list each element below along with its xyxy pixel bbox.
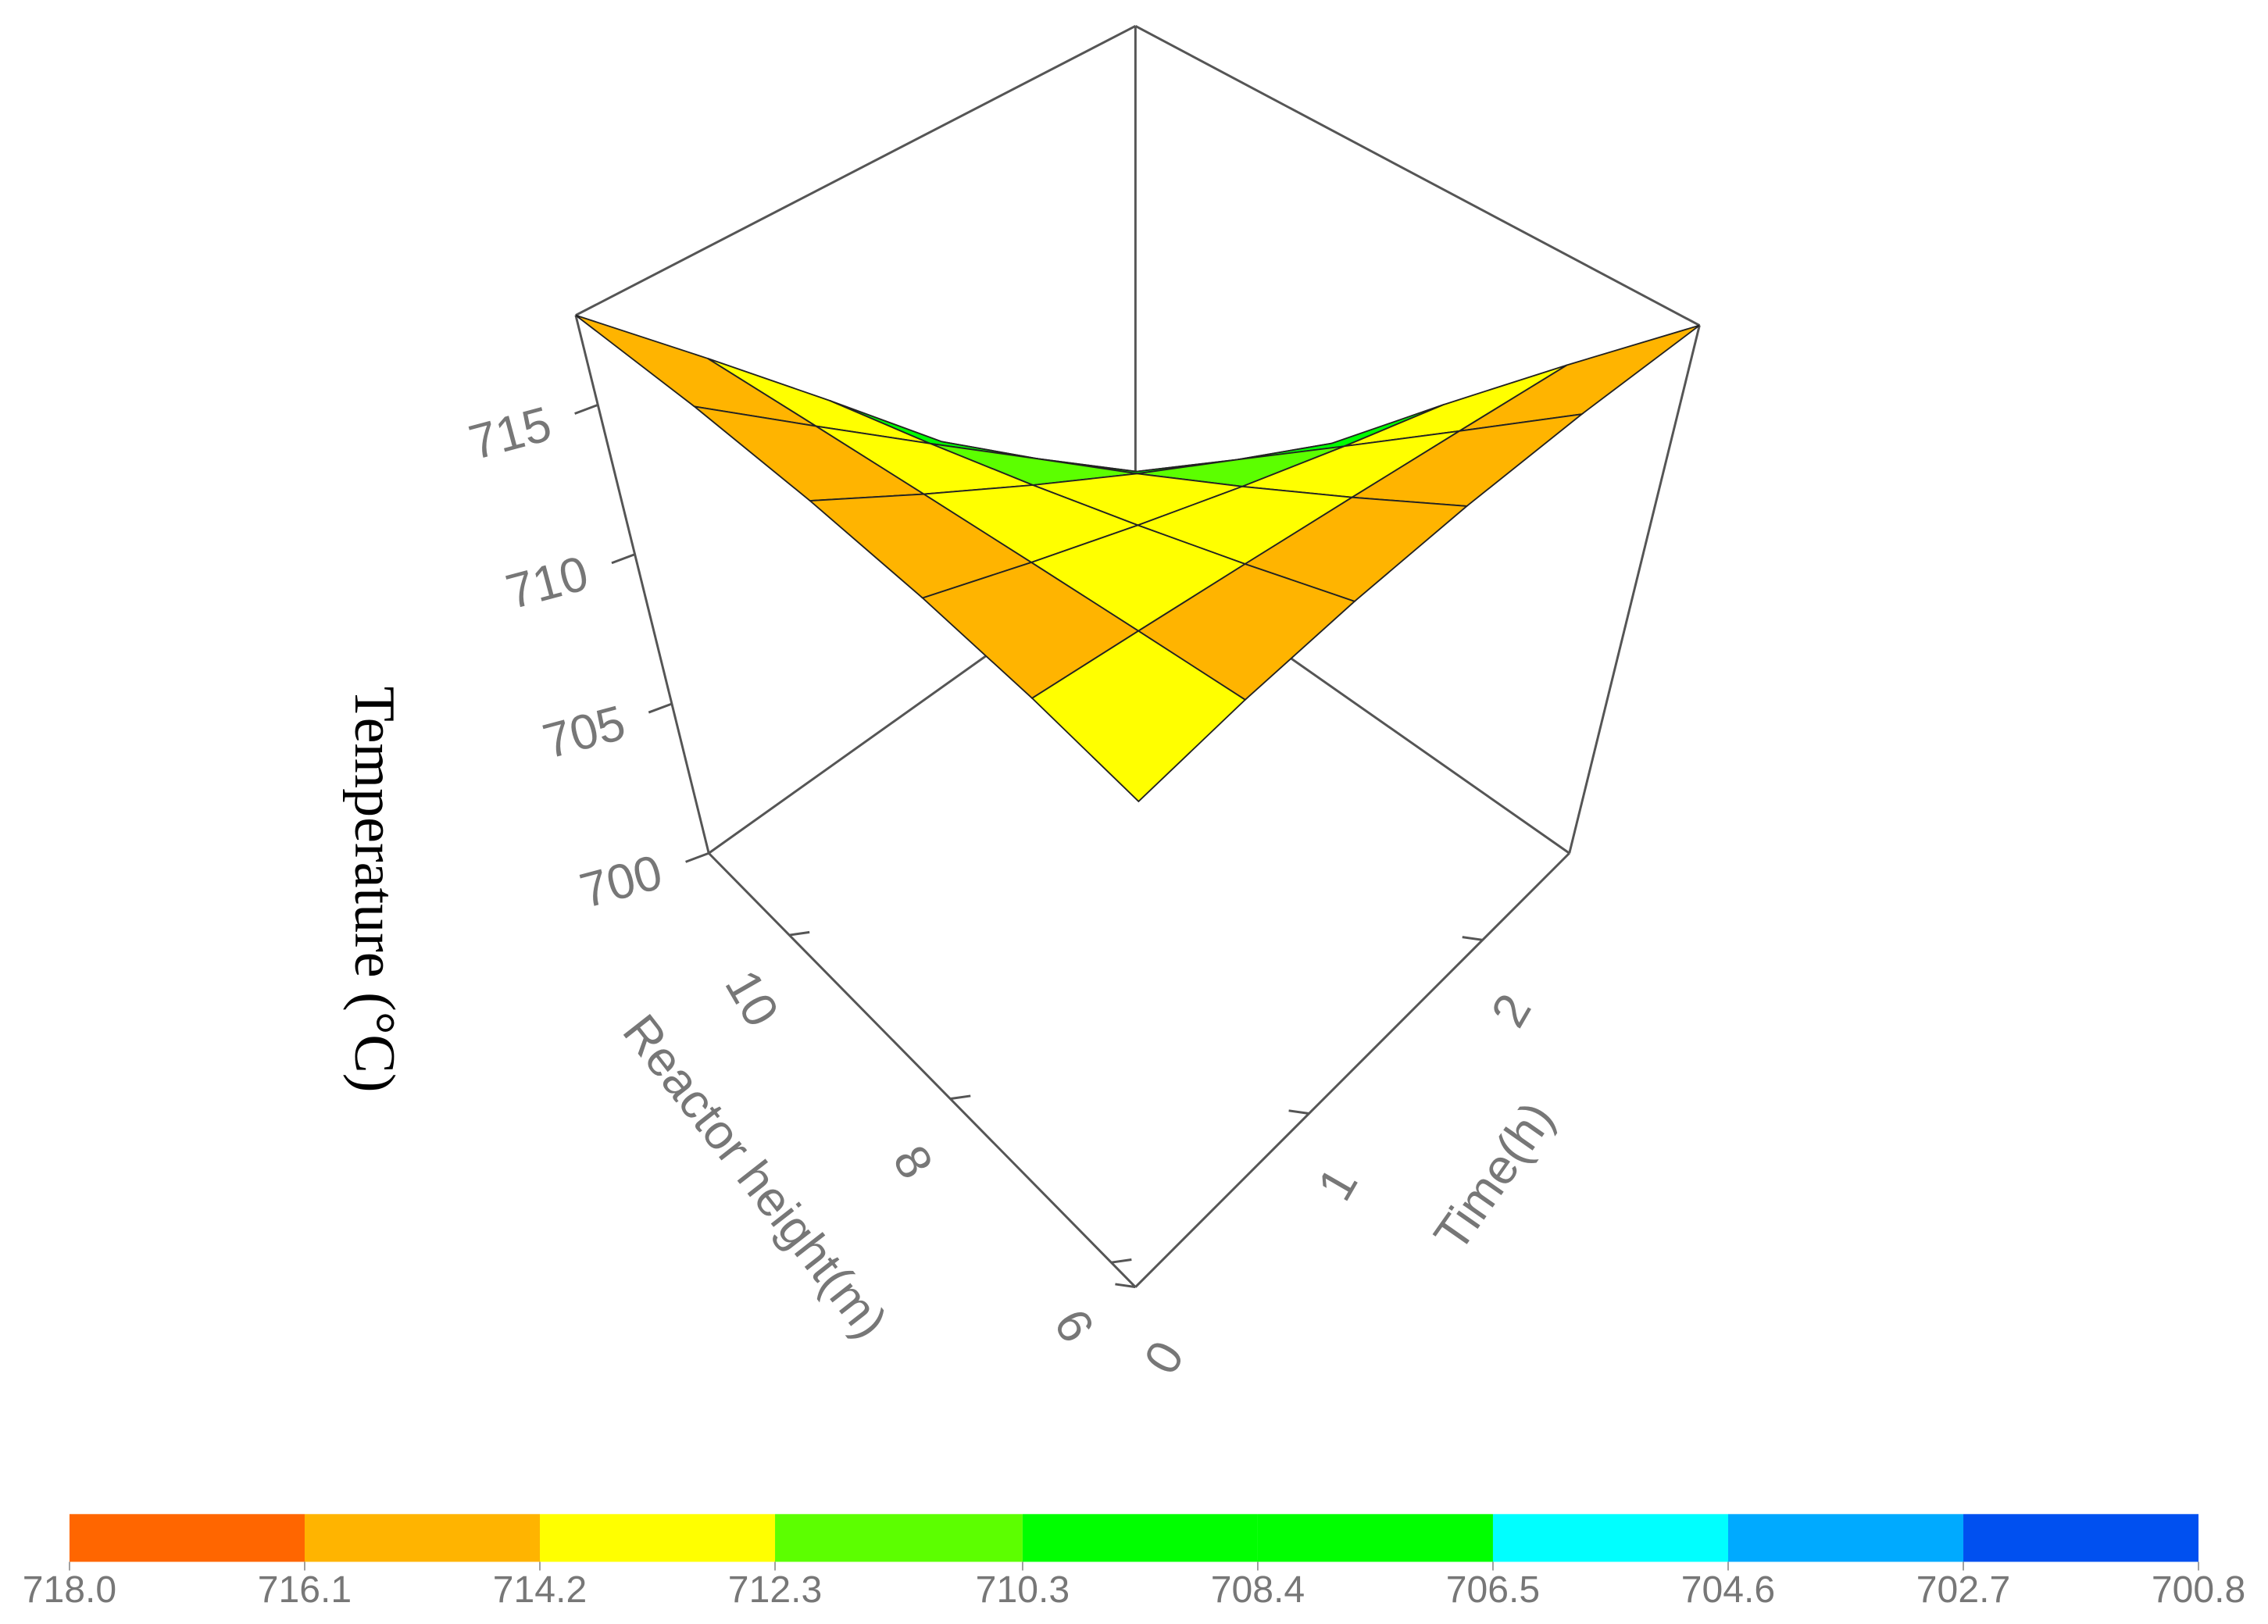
box-edge	[1568, 325, 1701, 854]
colorbar-label: 710.3	[976, 1569, 1070, 1611]
colorbar-band	[1492, 1514, 1728, 1562]
z-tick-label: 715	[463, 396, 557, 470]
colorbar-band	[69, 1514, 305, 1562]
z-tick	[685, 851, 709, 863]
z-tick	[648, 702, 673, 714]
y-tick-label: 0	[1134, 1332, 1195, 1383]
colorbar-band	[1257, 1514, 1493, 1562]
x-axis	[708, 852, 1137, 1288]
colorbar-band	[1022, 1514, 1258, 1562]
colorbar-label: 718.0	[23, 1569, 116, 1611]
z-tick-label: 700	[574, 844, 668, 919]
z-tick-label: 710	[501, 546, 595, 620]
x-tick	[789, 930, 810, 937]
y-tick	[1462, 936, 1483, 941]
surface-cell	[575, 314, 816, 427]
y-axis-title: Time(h)	[1423, 1092, 1564, 1261]
y-tick-label: 1	[1307, 1158, 1368, 1209]
y-tick	[1115, 1283, 1136, 1289]
x-tick	[1111, 1258, 1132, 1264]
colorbar-band	[1963, 1514, 2199, 1562]
x-tick	[950, 1094, 971, 1101]
colorbar-label: 712.3	[728, 1569, 822, 1611]
x-tick-label: 10	[714, 961, 789, 1036]
colorbar-band	[304, 1514, 541, 1562]
colorbar-label: 708.4	[1211, 1569, 1305, 1611]
colorbar-band	[775, 1514, 1023, 1562]
x-tick-label: 6	[1043, 1301, 1104, 1351]
box-edge	[1134, 25, 1701, 327]
x-tick-label: 8	[882, 1137, 943, 1187]
x-axis-title: Reactor height(m)	[613, 1005, 898, 1348]
colorbar-label: 706.5	[1446, 1569, 1540, 1611]
colorbar-band	[1727, 1514, 1964, 1562]
colorbar-band	[540, 1514, 776, 1562]
y-tick	[1288, 1109, 1309, 1115]
colorbar-label: 716.1	[258, 1569, 352, 1611]
colorbar-label: 714.2	[493, 1569, 587, 1611]
y-axis	[1134, 852, 1570, 1288]
y-tick-label: 2	[1481, 985, 1542, 1036]
surface-cell	[1030, 630, 1247, 803]
colorbar-label: 702.7	[1916, 1569, 2010, 1611]
box-edge	[575, 25, 1137, 316]
z-axis-title: Temperature (°C)	[342, 687, 406, 1093]
z-tick-label: 705	[538, 695, 631, 769]
colorbar-label: 700.8	[2152, 1569, 2245, 1611]
colorbar-label: 704.6	[1681, 1569, 1775, 1611]
z-tick	[611, 553, 636, 565]
z-tick	[574, 403, 598, 415]
